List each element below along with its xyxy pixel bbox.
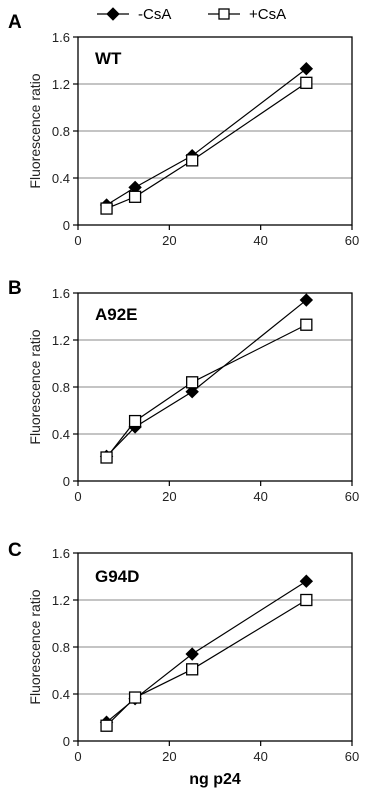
- y-tick-label: 0.8: [52, 124, 70, 139]
- y-tick-label: 1.6: [52, 286, 70, 301]
- panel-letter: C: [8, 540, 22, 561]
- y-axis-label: Fluorescence ratio: [27, 589, 43, 704]
- data-point-minus-csa: [299, 62, 314, 76]
- legend-label: -CsA: [138, 6, 171, 23]
- y-axis-label: Fluorescence ratio: [27, 329, 43, 444]
- x-tick-label: 20: [162, 749, 176, 764]
- data-point-plus-csa: [186, 663, 199, 676]
- data-point-plus-csa: [128, 691, 142, 704]
- y-tick-label: 1.6: [52, 546, 70, 561]
- legend-item-minus-csa: -CsA: [97, 6, 171, 23]
- data-point-plus-csa: [300, 318, 313, 331]
- data-point-plus-csa: [300, 76, 313, 89]
- x-tick-label: 60: [345, 489, 359, 504]
- series-line-minus-csa: [106, 68, 307, 206]
- legend: -CsA +CsA: [97, 6, 286, 23]
- y-axis-label: Fluorescence ratio: [27, 73, 43, 188]
- series-line-minus-csa: [106, 299, 307, 457]
- data-point-minus-csa: [185, 384, 199, 399]
- y-tick-label: 0.8: [52, 380, 70, 395]
- data-point-minus-csa: [185, 647, 199, 661]
- x-tick-label: 40: [253, 233, 267, 248]
- y-tick-label: 1.2: [52, 77, 70, 92]
- series-line-plus-csa: [106, 324, 307, 458]
- series-line-plus-csa: [106, 82, 307, 210]
- sample-label: G94D: [95, 567, 139, 586]
- panel-letter: A: [8, 12, 22, 33]
- x-axis-label: ng p24: [189, 771, 241, 788]
- panel-letter: B: [8, 278, 22, 299]
- data-point-minus-csa: [299, 574, 314, 588]
- y-tick-label: 0: [63, 734, 70, 749]
- x-tick-label: 20: [162, 233, 176, 248]
- x-tick-label: 60: [345, 749, 359, 764]
- data-point-plus-csa: [128, 414, 142, 428]
- y-tick-label: 0.4: [52, 171, 70, 186]
- x-tick-label: 20: [162, 489, 176, 504]
- data-point-plus-csa: [186, 376, 199, 389]
- chart-panel-a: 0 0.4 0.8 1.2 1.6 0 20 40 60 Fluorescence ratio A W…: [8, 12, 359, 248]
- series-line-minus-csa: [106, 580, 307, 723]
- legend-square-icon: [218, 8, 230, 20]
- y-tick-label: 0: [63, 474, 70, 489]
- data-point-minus-csa: [299, 293, 314, 307]
- y-tick-label: 1.6: [52, 30, 70, 45]
- data-point-plus-csa: [186, 154, 199, 167]
- x-tick-label: 40: [253, 749, 267, 764]
- sample-label: WT: [95, 49, 122, 68]
- x-tick-label: 60: [345, 233, 359, 248]
- x-tick-label: 40: [253, 489, 267, 504]
- sample-label: A92E: [95, 305, 138, 324]
- y-tick-label: 0.8: [52, 640, 70, 655]
- data-point-plus-csa: [300, 593, 313, 607]
- y-tick-label: 1.2: [52, 333, 70, 348]
- data-point-plus-csa: [100, 719, 113, 732]
- y-tick-label: 0: [63, 218, 70, 233]
- y-tick-label: 0.4: [52, 687, 70, 702]
- x-tick-label: 0: [74, 489, 81, 504]
- y-tick-label: 1.2: [52, 593, 70, 608]
- series-line-plus-csa: [106, 599, 307, 727]
- legend-label: +CsA: [249, 6, 286, 23]
- chart-panel-c: 0 0.4 0.8 1.2 1.6 0 20 40 60 Fluorescence ratio C G…: [8, 540, 359, 788]
- legend-diamond-icon: [106, 7, 120, 21]
- data-point-plus-csa: [100, 451, 113, 464]
- y-tick-label: 0.4: [52, 427, 70, 442]
- data-point-plus-csa: [128, 190, 142, 203]
- chart-panel-b: 0 0.4 0.8 1.2 1.6 0 20 40 60 Fluorescence ratio B A…: [8, 278, 359, 504]
- legend-item-plus-csa: +CsA: [208, 6, 286, 23]
- x-tick-label: 0: [74, 749, 81, 764]
- x-tick-label: 0: [74, 233, 81, 248]
- data-point-plus-csa: [100, 202, 113, 215]
